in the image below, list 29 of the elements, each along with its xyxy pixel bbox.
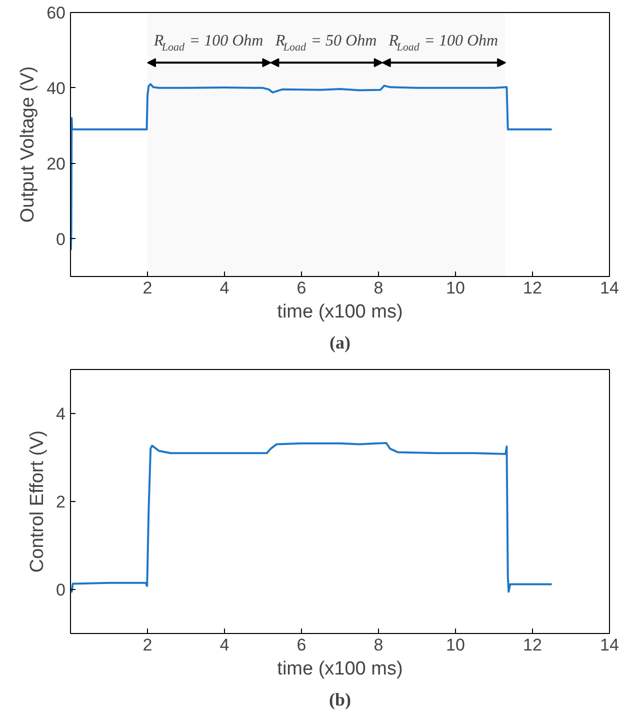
x-tick-label: 10 [446, 278, 465, 298]
line-series [70, 442, 553, 593]
x-axis-title: time (x100 ms) [277, 658, 403, 680]
x-tick-label: 4 [220, 278, 230, 298]
x-tick-label: 12 [523, 636, 542, 654]
x-tick-label: 10 [446, 636, 465, 654]
x-tick-label: 8 [374, 636, 384, 654]
y-tick-label: 0 [56, 230, 66, 249]
text: (b) [329, 690, 352, 710]
x-tick-label: 6 [296, 636, 306, 654]
x-tick-label: 2 [142, 636, 152, 654]
x-tick-label: 2 [142, 278, 152, 298]
y-tick-label: 4 [56, 404, 66, 424]
x-tick-label: 8 [374, 278, 384, 298]
y-axis-title: Control Effort (V) [27, 430, 48, 573]
x-tick-label: 6 [296, 278, 306, 298]
x-tick-label: 12 [523, 278, 542, 298]
y-tick-label: 60 [46, 4, 66, 22]
x-tick-label: 14 [600, 636, 619, 654]
y-tick-label: 2 [56, 492, 66, 512]
line-series [70, 83, 553, 252]
y-tick-label: 40 [46, 78, 66, 98]
x-tick-label: 14 [600, 278, 619, 298]
x-axis-title: time (x100 ms) [277, 302, 403, 322]
y-tick-label: 0 [56, 580, 66, 600]
y-axis-title: Output Voltage (V) [18, 66, 39, 223]
text: (a) [330, 332, 351, 352]
x-tick-label: 4 [220, 636, 230, 654]
y-tick-label: 20 [46, 154, 66, 174]
